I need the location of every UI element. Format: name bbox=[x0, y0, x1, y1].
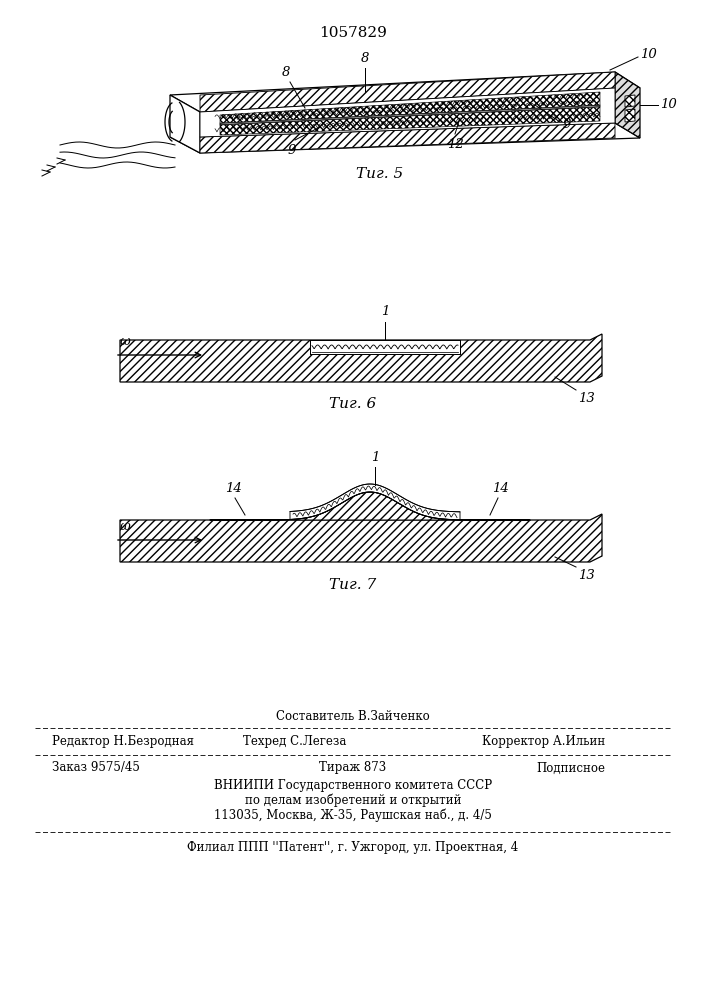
Polygon shape bbox=[625, 95, 635, 107]
Polygon shape bbox=[220, 107, 600, 135]
Text: Подписное: Подписное bbox=[536, 762, 605, 774]
Text: Филиал ППП ''Патент'', г. Ужгород, ул. Проектная, 4: Филиал ППП ''Патент'', г. Ужгород, ул. П… bbox=[187, 842, 519, 854]
Text: 8: 8 bbox=[361, 52, 369, 65]
Polygon shape bbox=[200, 72, 615, 112]
Text: 13: 13 bbox=[578, 569, 595, 582]
Polygon shape bbox=[200, 123, 615, 153]
Text: по делам изобретений и открытий: по делам изобретений и открытий bbox=[245, 793, 461, 807]
Text: Заказ 9575/45: Заказ 9575/45 bbox=[52, 762, 140, 774]
Text: Редактор Н.Безродная: Редактор Н.Безродная bbox=[52, 734, 194, 748]
Polygon shape bbox=[625, 109, 635, 122]
Text: 10: 10 bbox=[660, 99, 677, 111]
Polygon shape bbox=[615, 72, 640, 138]
Polygon shape bbox=[290, 484, 460, 520]
Text: 113035, Москва, Ж-35, Раушская наб., д. 4/5: 113035, Москва, Ж-35, Раушская наб., д. … bbox=[214, 808, 492, 822]
Text: ω: ω bbox=[120, 335, 131, 348]
Text: Τиг. 6: Τиг. 6 bbox=[329, 397, 377, 411]
Polygon shape bbox=[120, 334, 602, 382]
Text: Τиг. 5: Τиг. 5 bbox=[356, 167, 404, 181]
Polygon shape bbox=[170, 72, 640, 112]
Text: 10: 10 bbox=[640, 48, 657, 62]
Polygon shape bbox=[210, 492, 530, 520]
Text: 9: 9 bbox=[288, 144, 296, 157]
Text: Техред С.Легеза: Техред С.Легеза bbox=[243, 734, 346, 748]
Text: 14: 14 bbox=[491, 482, 508, 495]
Polygon shape bbox=[170, 123, 640, 153]
Polygon shape bbox=[200, 88, 615, 137]
Polygon shape bbox=[220, 105, 600, 125]
Text: Τиг. 7: Τиг. 7 bbox=[329, 578, 377, 592]
Text: 1: 1 bbox=[381, 305, 389, 318]
Text: 1057829: 1057829 bbox=[319, 26, 387, 40]
Polygon shape bbox=[170, 95, 200, 153]
Text: 9: 9 bbox=[563, 118, 571, 131]
Text: 1: 1 bbox=[370, 451, 379, 464]
Text: ВНИИПИ Государственного комитета СССР: ВНИИПИ Государственного комитета СССР bbox=[214, 778, 492, 792]
Text: 8: 8 bbox=[282, 66, 290, 79]
Text: Корректор А.Ильин: Корректор А.Ильин bbox=[481, 734, 605, 748]
Text: Тираж 873: Тираж 873 bbox=[320, 762, 387, 774]
Text: ω: ω bbox=[120, 520, 131, 533]
Polygon shape bbox=[120, 514, 602, 562]
Polygon shape bbox=[310, 340, 460, 354]
Text: 14: 14 bbox=[225, 482, 241, 495]
Text: 13: 13 bbox=[578, 392, 595, 405]
Polygon shape bbox=[220, 92, 600, 123]
Text: Составитель В.Зайченко: Составитель В.Зайченко bbox=[276, 710, 430, 722]
Text: 12: 12 bbox=[447, 138, 463, 151]
